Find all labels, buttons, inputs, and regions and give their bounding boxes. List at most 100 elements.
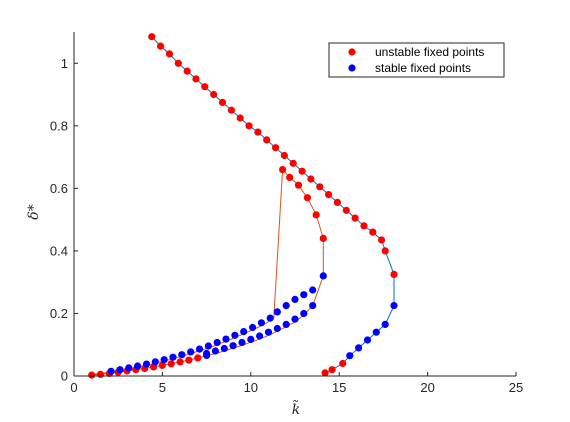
point-0-20 [325, 191, 333, 199]
point-1-34 [282, 320, 290, 328]
point-1-35 [273, 324, 281, 333]
point-0-5 [192, 75, 200, 83]
point-1-36 [264, 328, 273, 336]
point-1-27 [134, 362, 142, 370]
y-axis-label: δ* [26, 204, 42, 219]
point-0-32 [303, 194, 311, 202]
x-axis-label: k̃ [292, 399, 300, 418]
y-tick-label-1: 0.2 [50, 306, 68, 321]
point-1-3 [363, 336, 372, 344]
point-1-14 [249, 323, 257, 332]
point-0-19 [316, 183, 324, 191]
legend-marker-0 [348, 48, 356, 56]
legend-box [328, 42, 505, 78]
point-1-18 [213, 338, 221, 347]
point-0-24 [360, 222, 368, 230]
x-tick-label-4: 20 [420, 380, 434, 395]
point-1-42 [211, 347, 219, 355]
y-tick-label-4: 0.8 [50, 118, 68, 133]
point-0-6 [201, 83, 209, 91]
axes-layer: 0 5 10 15 20 25 0 0.2 0.4 0.6 0.8 1 [50, 32, 523, 395]
point-0-18 [307, 175, 315, 183]
point-0-4 [183, 67, 191, 75]
point-0-11 [245, 122, 253, 130]
point-1-26 [142, 360, 151, 368]
point-1-6 [319, 272, 327, 280]
point-1-24 [160, 356, 168, 364]
point-0-9 [227, 106, 235, 114]
point-0-35 [88, 371, 96, 379]
point-0-16 [289, 159, 297, 167]
point-1-21 [187, 348, 195, 356]
legend-marker-1 [348, 64, 356, 72]
y-tick-label-0: 0 [61, 369, 68, 384]
point-0-2 [165, 50, 174, 58]
point-1-22 [178, 351, 186, 359]
point-1-13 [257, 319, 265, 327]
y-tick-label-5: 1 [61, 56, 68, 71]
point-0-36 [96, 370, 105, 378]
point-0-31 [294, 181, 303, 189]
point-1-20 [195, 345, 204, 353]
point-0-21 [333, 198, 341, 206]
plot-background [74, 32, 516, 376]
point-1-31 [309, 302, 317, 310]
point-1-8 [300, 291, 308, 299]
legend: unstable fixed points stable fixed points [328, 42, 505, 78]
point-1-39 [238, 338, 246, 347]
point-0-8 [218, 98, 227, 106]
point-1-38 [247, 335, 255, 343]
legend-label-0: unstable fixed points [375, 45, 484, 59]
point-1-40 [229, 342, 237, 350]
point-0-10 [236, 114, 244, 122]
point-0-47 [194, 354, 202, 362]
point-1-4 [355, 344, 363, 352]
point-1-2 [372, 328, 380, 336]
point-0-44 [167, 360, 175, 368]
point-1-0 [390, 302, 398, 310]
point-0-48 [321, 369, 329, 377]
x-tick-label-2: 10 [244, 380, 258, 395]
point-0-34 [319, 234, 327, 242]
point-1-5 [346, 352, 354, 360]
point-0-45 [176, 358, 184, 366]
point-0-33 [312, 211, 320, 219]
legend-label-1: stable fixed points [375, 61, 471, 75]
point-1-32 [300, 309, 308, 318]
x-tick-label-0: 0 [70, 380, 77, 395]
point-0-50 [339, 359, 347, 368]
point-0-43 [158, 361, 166, 369]
point-0-3 [174, 59, 182, 67]
point-1-9 [291, 295, 299, 303]
plot-area [74, 32, 516, 376]
point-1-44 [203, 351, 211, 359]
point-0-29 [279, 166, 287, 174]
point-1-25 [151, 358, 159, 366]
point-1-11 [273, 308, 281, 316]
point-1-17 [222, 335, 230, 343]
point-1-41 [220, 344, 228, 353]
series-1 [107, 272, 398, 375]
point-1-37 [256, 332, 264, 340]
point-0-14 [272, 144, 280, 152]
x-tick-label-1: 5 [159, 380, 166, 395]
point-0-7 [210, 90, 218, 99]
point-0-46 [185, 356, 193, 364]
point-0-13 [263, 136, 271, 144]
point-0-30 [286, 173, 294, 181]
point-0-17 [298, 167, 306, 175]
point-1-15 [240, 328, 248, 336]
point-1-33 [291, 315, 299, 323]
point-1-12 [266, 314, 274, 322]
series-0 [88, 33, 398, 379]
point-1-29 [116, 366, 124, 374]
point-0-12 [254, 128, 262, 136]
point-1-16 [231, 331, 239, 339]
point-0-0 [148, 33, 156, 41]
point-0-26 [378, 236, 386, 244]
point-1-1 [381, 320, 389, 328]
point-0-28 [390, 270, 398, 278]
point-0-1 [157, 42, 165, 50]
